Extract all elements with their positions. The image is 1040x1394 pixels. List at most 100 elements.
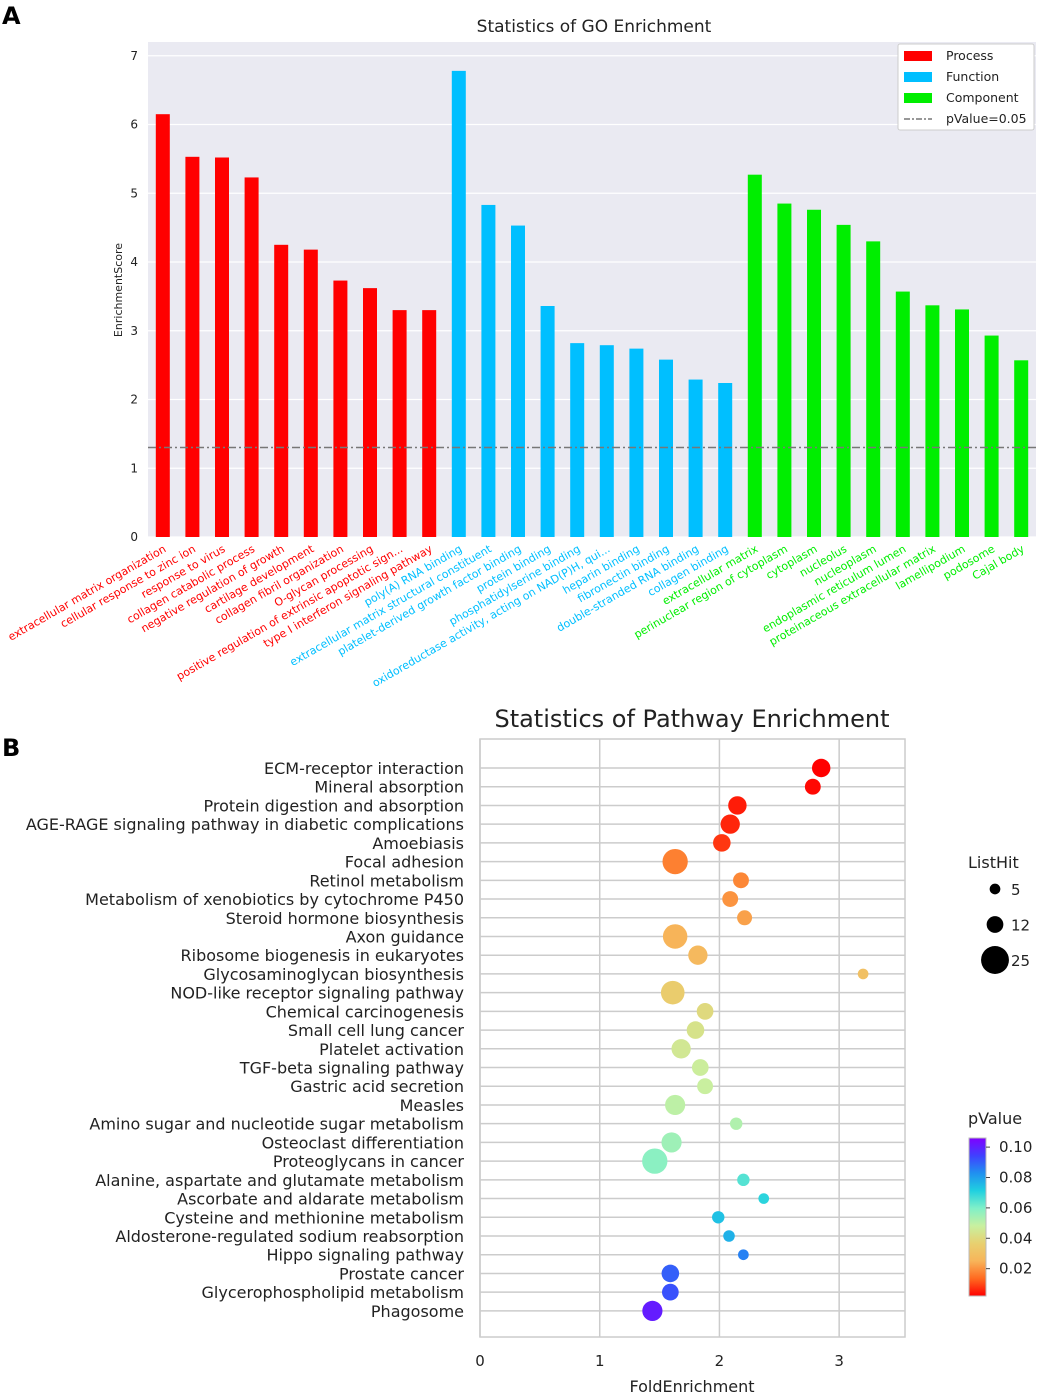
go-legend-swatch bbox=[904, 51, 932, 61]
go-bar bbox=[511, 225, 525, 537]
listhit-legend-marker bbox=[989, 883, 1001, 895]
go-bar bbox=[777, 203, 792, 537]
pathway-label: AGE-RAGE signaling pathway in diabetic c… bbox=[26, 815, 464, 834]
pathway-label: NOD-like receptor signaling pathway bbox=[170, 984, 464, 1003]
go-bar bbox=[155, 114, 170, 537]
go-bar bbox=[422, 310, 437, 537]
pathway-x-tick-label: 2 bbox=[715, 1352, 725, 1370]
go-y-tick-label: 4 bbox=[130, 255, 138, 269]
colorbar-tick-label: 0.08 bbox=[999, 1169, 1032, 1187]
pathway-label: Mineral absorption bbox=[314, 778, 464, 797]
go-bar bbox=[570, 343, 585, 537]
pathway-label: Retinol metabolism bbox=[309, 871, 464, 890]
go-bar bbox=[688, 379, 703, 537]
go-legend-label: pValue=0.05 bbox=[946, 111, 1027, 126]
pathway-x-tick-label: 0 bbox=[475, 1352, 485, 1370]
listhit-legend-label: 25 bbox=[1011, 952, 1030, 970]
pathway-point bbox=[857, 968, 869, 980]
go-bar bbox=[392, 310, 407, 537]
go-bar bbox=[540, 306, 555, 537]
go-bar bbox=[895, 291, 910, 537]
colorbar-tick-label: 0.04 bbox=[999, 1229, 1032, 1247]
go-y-tick-label: 5 bbox=[130, 186, 138, 200]
go-chart-title: Statistics of GO Enrichment bbox=[477, 17, 712, 37]
pathway-label: Alanine, aspartate and glutamate metabol… bbox=[95, 1171, 464, 1190]
listhit-legend-label: 12 bbox=[1011, 917, 1030, 935]
pathway-label: Steroid hormone biosynthesis bbox=[226, 909, 464, 928]
panel-b-label: B bbox=[2, 734, 21, 762]
pathway-point bbox=[661, 1132, 682, 1153]
pathway-point bbox=[722, 891, 739, 907]
pathway-label: ECM-receptor interaction bbox=[264, 759, 464, 778]
go-bar bbox=[984, 335, 999, 537]
pathway-point bbox=[733, 872, 749, 889]
pathway-label: Platelet activation bbox=[319, 1040, 464, 1059]
colorbar-tick-label: 0.06 bbox=[999, 1199, 1032, 1217]
listhit-legend-marker bbox=[981, 946, 1009, 974]
go-bar bbox=[807, 209, 821, 537]
go-bar bbox=[215, 157, 229, 537]
pathway-point bbox=[729, 1117, 743, 1130]
pathway-label: Aldosterone-regulated sodium reabsorptio… bbox=[115, 1227, 464, 1246]
pathway-point bbox=[811, 758, 831, 778]
pathway-x-tick-label: 1 bbox=[595, 1352, 605, 1370]
pathway-label: Chemical carcinogenesis bbox=[266, 1002, 464, 1021]
pathway-x-axis-label: FoldEnrichment bbox=[629, 1377, 754, 1394]
pathway-point bbox=[688, 945, 708, 965]
pathway-label: Axon guidance bbox=[346, 927, 464, 946]
pathway-point bbox=[642, 1148, 668, 1174]
go-bar bbox=[718, 383, 733, 537]
go-bar bbox=[274, 244, 289, 537]
go-y-tick-label: 0 bbox=[130, 530, 138, 544]
go-bar bbox=[451, 70, 466, 537]
pathway-point bbox=[696, 1003, 714, 1020]
go-y-tick-label: 1 bbox=[130, 461, 138, 475]
pathway-label: Hippo signaling pathway bbox=[266, 1246, 464, 1265]
panel-a-label: A bbox=[2, 2, 21, 30]
listhit-legend-label: 5 bbox=[1011, 881, 1021, 899]
pathway-label: Osteoclast differentiation bbox=[262, 1133, 464, 1152]
pathway-point bbox=[713, 834, 731, 852]
go-bar bbox=[866, 241, 881, 537]
go-legend-swatch bbox=[904, 93, 932, 103]
pathway-point bbox=[697, 1078, 714, 1095]
pathway-label: Ascorbate and aldarate metabolism bbox=[177, 1190, 464, 1209]
pathway-point bbox=[712, 1211, 725, 1224]
pathway-point bbox=[720, 814, 740, 834]
go-y-tick-label: 3 bbox=[130, 324, 138, 338]
go-y-tick-label: 2 bbox=[130, 393, 138, 407]
pathway-label: Glycosaminoglycan biosynthesis bbox=[203, 965, 464, 984]
pathway-x-tick-label: 3 bbox=[834, 1352, 844, 1370]
pathway-point bbox=[686, 1021, 705, 1039]
go-bar bbox=[747, 174, 762, 537]
pathway-label: Amoebiasis bbox=[372, 834, 464, 853]
go-bar bbox=[836, 224, 851, 537]
go-y-axis-label: EnrichmentScore bbox=[112, 243, 125, 337]
pathway-point bbox=[758, 1193, 770, 1204]
go-bar bbox=[629, 348, 644, 537]
pathway-point bbox=[723, 1230, 735, 1242]
pathway-chart-title: Statistics of Pathway Enrichment bbox=[494, 705, 889, 733]
listhit-legend-title: ListHit bbox=[968, 853, 1019, 872]
go-bar bbox=[244, 177, 259, 537]
pathway-label: Phagosome bbox=[371, 1302, 464, 1321]
pvalue-legend-title: pValue bbox=[968, 1109, 1022, 1128]
pathway-point bbox=[691, 1059, 709, 1076]
pathway-point bbox=[671, 1039, 691, 1059]
go-bar bbox=[955, 309, 969, 537]
pathway-point bbox=[662, 924, 688, 949]
go-y-tick-label: 6 bbox=[130, 118, 138, 132]
colorbar-tick-label: 0.02 bbox=[999, 1260, 1032, 1278]
pathway-point bbox=[662, 848, 688, 875]
go-legend-label: Process bbox=[946, 48, 993, 63]
pvalue-colorbar bbox=[968, 1137, 987, 1297]
go-legend-box bbox=[897, 43, 1035, 131]
pathway-point bbox=[665, 1094, 686, 1116]
pathway-label: Amino sugar and nucleotide sugar metabol… bbox=[89, 1115, 464, 1134]
pathway-label: TGF-beta signaling pathway bbox=[239, 1059, 464, 1078]
go-bar bbox=[333, 280, 348, 537]
go-bar bbox=[303, 249, 318, 537]
pathway-point bbox=[738, 1249, 749, 1261]
